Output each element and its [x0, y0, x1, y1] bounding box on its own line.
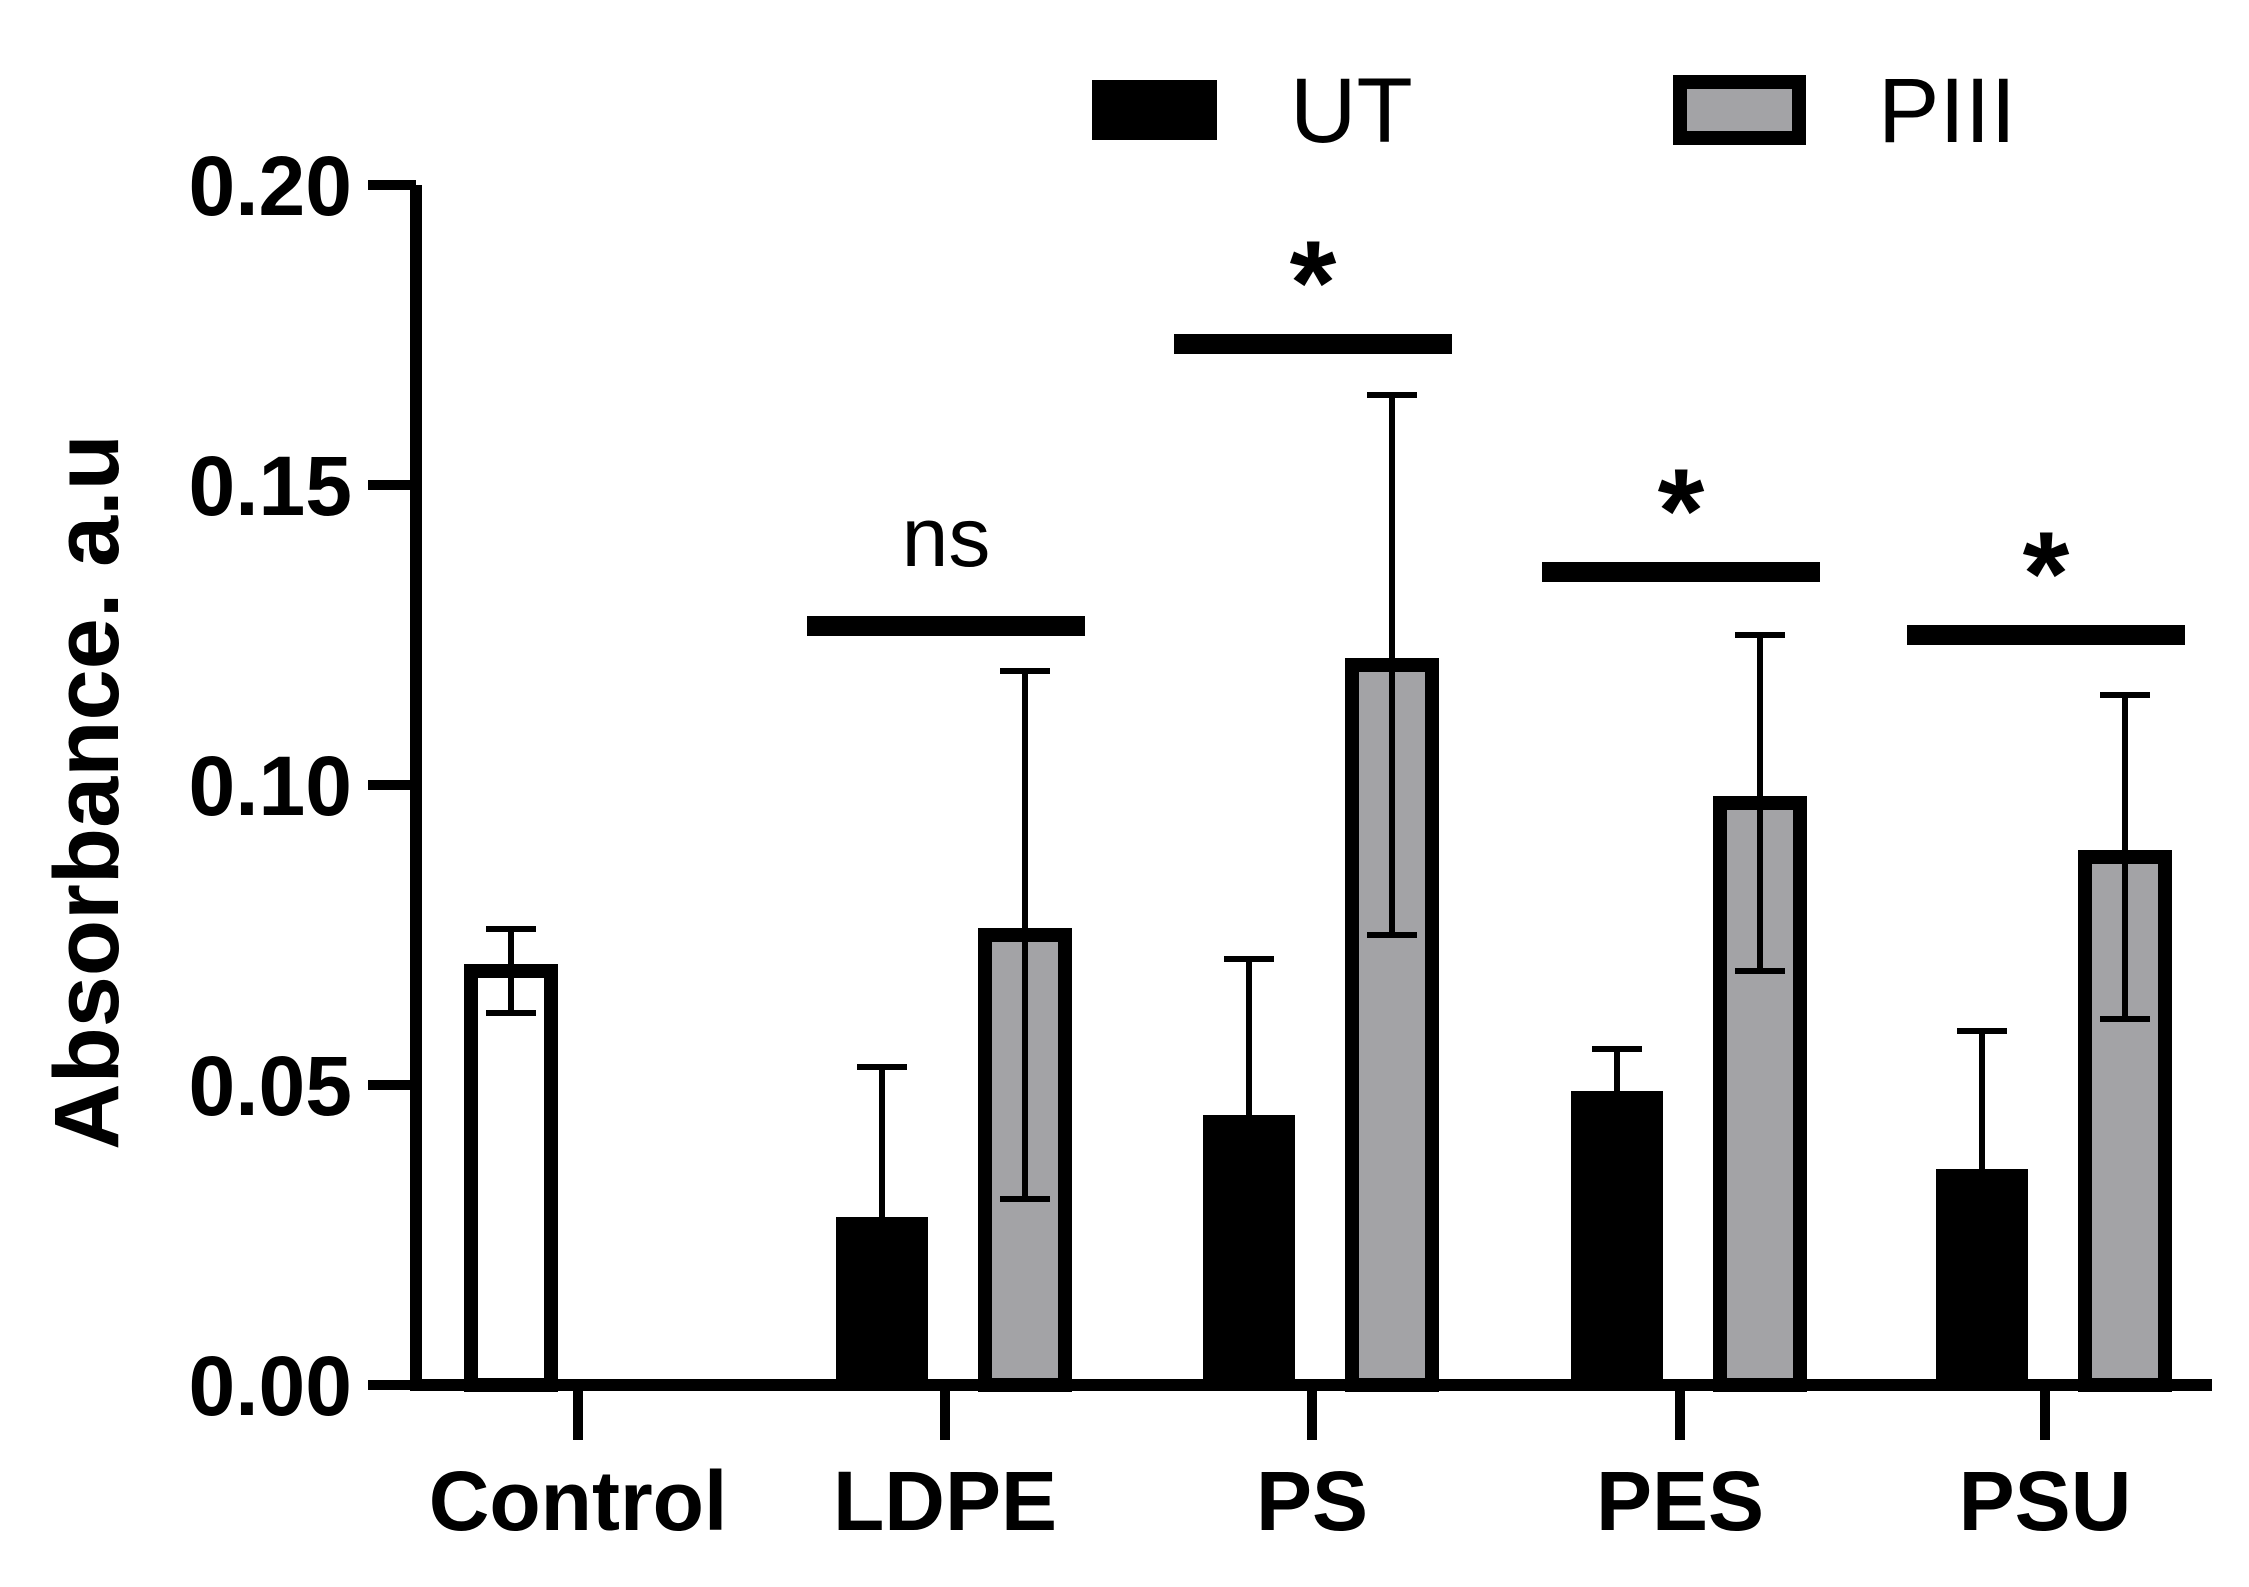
legend: UT PIII	[1092, 60, 2016, 162]
bar-ut	[1571, 1091, 1663, 1385]
y-tick-label: 0.20	[189, 139, 353, 233]
x-tick-label: Control	[429, 1454, 728, 1548]
bar-control	[464, 964, 558, 1392]
y-axis: 0.00 0.05 0.10 0.15 0.20	[189, 139, 422, 1433]
x-tick-label: PES	[1596, 1454, 1764, 1548]
y-tick-label: 0.15	[189, 439, 353, 533]
y-axis-label: Absorbance. a.u	[36, 434, 138, 1150]
significance-label: ns	[902, 490, 991, 584]
x-tick-label: PS	[1256, 1454, 1368, 1548]
error-bars	[486, 392, 2150, 1217]
x-axis: Control LDPE PS PES PSU	[410, 1379, 2212, 1548]
y-tick-label: 0.10	[189, 739, 353, 833]
y-tick-label: 0.00	[189, 1339, 353, 1433]
legend-label-piii: PIII	[1878, 60, 2016, 162]
significance-annotations: ns * * *	[807, 216, 2185, 645]
bar-ut	[1936, 1169, 2028, 1385]
significance-label: *	[1290, 216, 1337, 350]
legend-swatch-piii	[1673, 75, 1806, 145]
x-tick-label: LDPE	[833, 1454, 1057, 1548]
legend-label-ut: UT	[1290, 60, 1413, 162]
x-tick-label: PSU	[1959, 1454, 2132, 1548]
y-tick-label: 0.05	[189, 1039, 353, 1133]
significance-label: *	[2023, 507, 2070, 641]
bar-ut	[836, 1217, 928, 1385]
bar-ut	[1203, 1115, 1295, 1385]
significance-label: *	[1658, 444, 1705, 578]
legend-swatch-ut	[1092, 80, 1217, 140]
bars	[464, 658, 2172, 1392]
